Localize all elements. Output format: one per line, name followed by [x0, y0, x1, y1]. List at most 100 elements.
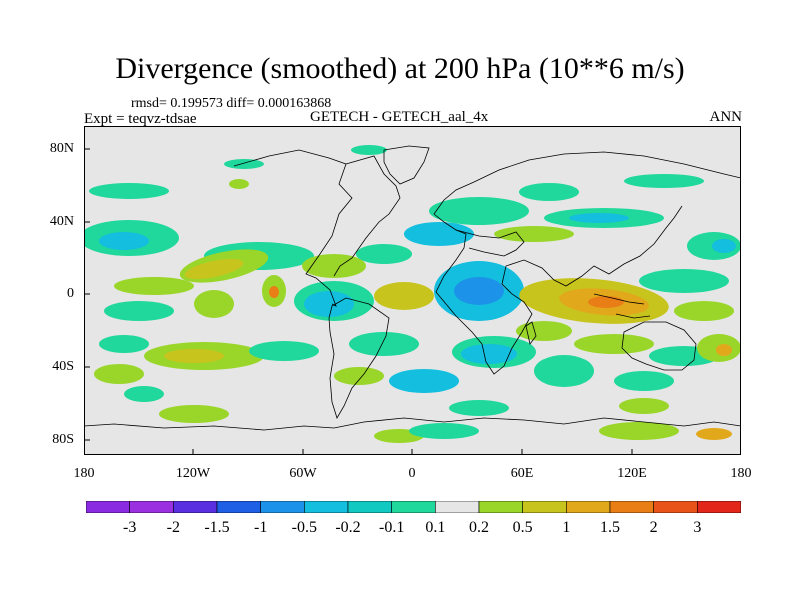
coastline-south-america: [328, 297, 390, 419]
contour-patch: [588, 296, 624, 308]
colorbar-label: -2: [166, 519, 180, 536]
contour-patch: [429, 197, 529, 225]
colorbar-label: -0.5: [291, 519, 317, 536]
coastline-mediterranean: [455, 229, 525, 257]
colorbar-box: [697, 501, 741, 513]
colorbar-box: [129, 501, 174, 513]
lat-label-40n: 40N: [49, 214, 74, 229]
contour-patch: [224, 159, 264, 169]
colorbar-box: [216, 501, 261, 513]
season-label: ANN: [709, 109, 743, 125]
contour-patch: [519, 183, 579, 201]
contour-patch: [334, 367, 384, 385]
colorbar-label: 0.2: [469, 519, 489, 536]
contour-patch: [302, 254, 366, 278]
contour-patch: [229, 179, 249, 189]
comparison-label: GETECH - GETECH_aal_4x: [310, 109, 489, 125]
coastline-north-america: [233, 149, 401, 307]
colorbar-label: 3: [693, 519, 702, 536]
lat-label-0: 0: [67, 286, 74, 301]
lon-label-180w: 180: [73, 466, 95, 481]
coastline-indonesia: [593, 293, 651, 319]
lon-label-120e: 120E: [617, 466, 647, 481]
colorbar-label: 2: [649, 519, 658, 536]
divergence-map: [84, 126, 741, 455]
lon-label-60e: 60E: [510, 466, 534, 481]
contour-patch: [114, 277, 194, 295]
contour-patch: [716, 344, 732, 356]
contour-patch: [624, 174, 704, 188]
contour-patch: [164, 349, 224, 363]
contour-fields: [84, 145, 741, 443]
experiment-label: Expt = teqvz-tdsae: [84, 111, 197, 127]
contour-patch: [674, 301, 734, 321]
colorbar-label: -1.5: [204, 519, 230, 536]
colorbar-label: 0.5: [512, 519, 533, 536]
contour-patch: [614, 371, 674, 391]
colorbar-label: -0.1: [378, 519, 405, 536]
contour-patch: [454, 277, 504, 305]
colorbar-box: [653, 501, 698, 513]
contour-patch: [159, 405, 229, 423]
contour-patch: [619, 398, 669, 414]
stats-label: rmsd= 0.199573 diff= 0.000163868: [131, 96, 332, 111]
contour-patch: [184, 258, 244, 280]
colorbar: [86, 501, 741, 513]
contour-patch: [599, 422, 679, 440]
contour-patch: [534, 355, 594, 387]
colorbar-box: [609, 501, 654, 513]
colorbar-box: [566, 501, 611, 513]
contour-patch: [461, 344, 517, 364]
colorbar-box: [347, 501, 392, 513]
contour-patch: [89, 183, 169, 199]
coastlines: [84, 145, 741, 431]
contour-patch: [374, 282, 434, 310]
contour-patch: [404, 222, 474, 246]
contour-patch: [574, 334, 654, 354]
colorbar-label: -1: [253, 519, 268, 536]
contour-patch: [124, 386, 164, 402]
colorbar-box: [86, 501, 130, 513]
colorbar-label: 1: [562, 519, 571, 536]
contour-patch: [712, 239, 736, 253]
contour-patch: [494, 226, 574, 242]
contour-patch: [351, 145, 387, 155]
coastline-eurasia: [433, 151, 741, 375]
colorbar-box: [173, 501, 218, 513]
colorbar-box: [304, 501, 349, 513]
lat-label-80n: 80N: [49, 141, 74, 156]
coastline-greenland: [383, 145, 430, 185]
colorbar-box: [391, 501, 436, 513]
colorbar-label: -3: [122, 519, 137, 536]
colorbar-box: [260, 501, 305, 513]
lat-label-80s: 80S: [52, 432, 74, 447]
contour-patch: [304, 291, 354, 317]
colorbar-label: 1.5: [600, 519, 620, 536]
colorbar-label: 0.1: [425, 519, 446, 536]
contour-patch: [569, 213, 629, 223]
contour-patch: [194, 290, 234, 318]
coastline-madagascar: [525, 321, 537, 345]
contour-patch: [99, 335, 149, 353]
contour-patch: [99, 232, 149, 250]
contour-patch: [639, 269, 729, 293]
contour-patch: [104, 301, 174, 321]
contour-patch: [409, 423, 479, 439]
colorbar-box: [478, 501, 523, 513]
lon-label-180e: 180: [730, 466, 752, 481]
plot-title: Divergence (smoothed) at 200 hPa (10**6 …: [115, 52, 685, 85]
lat-label-40s: 40S: [52, 359, 74, 374]
colorbar-label: -0.2: [335, 519, 361, 536]
contour-patch: [356, 244, 412, 264]
contour-patch: [349, 332, 419, 356]
colorbar-box: [435, 501, 480, 513]
map-ticks: [84, 148, 633, 455]
coastline-australia: [621, 321, 697, 371]
contour-patch: [249, 341, 319, 361]
lon-label-120w: 120W: [175, 466, 211, 481]
lon-label-0: 0: [408, 466, 416, 481]
coastline-antarctica: [84, 417, 741, 431]
contour-patch: [389, 369, 459, 393]
contour-patch: [516, 321, 572, 341]
contour-patch: [269, 286, 279, 298]
